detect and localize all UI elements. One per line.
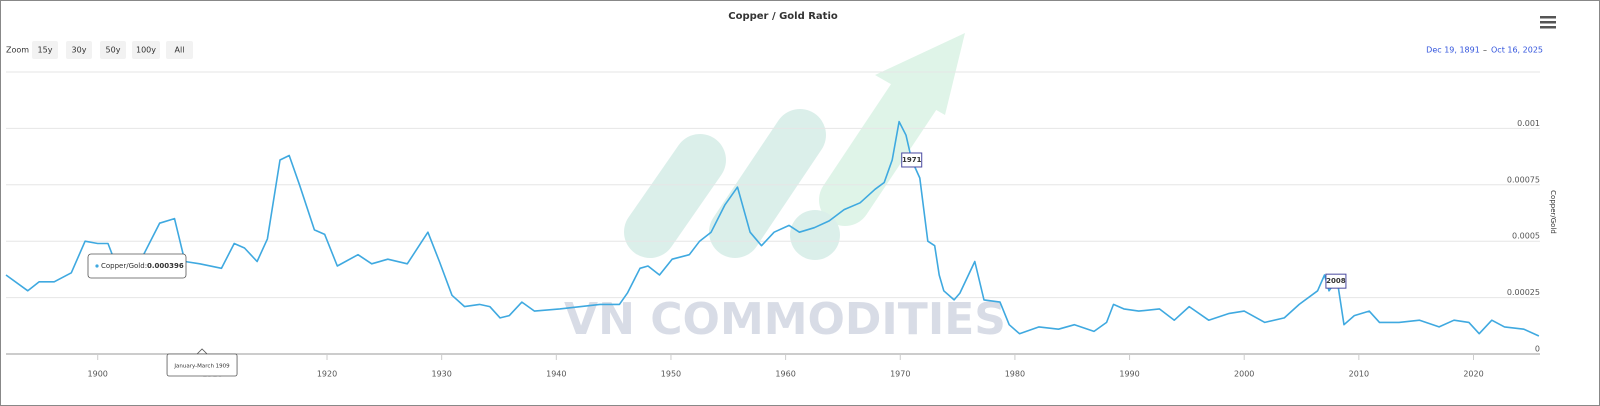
x-tick-label: 2020 [1463,370,1483,379]
range-separator: – [1483,46,1487,55]
tooltip-box [87,253,187,279]
zoom-label: Zoom [6,46,29,55]
flag-box [901,152,923,168]
zoom-button-bg [66,41,92,59]
zoom-button-label: 30y [72,46,87,55]
x-tick-label: 1980 [1005,370,1025,379]
y-tick-label: 0 [1535,345,1540,354]
range-to[interactable]: Oct 16, 2025 [1491,46,1543,55]
zoom-button[interactable]: 30y [66,41,92,59]
zoom-button-bg [166,41,193,59]
flag[interactable]: 1971 [901,152,923,168]
flag-label: 2008 [1326,277,1346,285]
flag-label: 1971 [902,156,922,164]
zoom-button[interactable]: 50y [100,41,126,59]
zoom-button-label: All [175,46,185,55]
tooltip-value: 0.000396 [147,262,184,270]
y-tick-label: 0.00025 [1507,288,1540,297]
x-tick-label: 1940 [546,370,566,379]
crosshair-label: January-March 1909 [166,348,238,377]
tooltip-bullet [95,264,99,268]
crosshair-text: January-March 1909 [173,364,230,370]
flag[interactable]: 2008 [1325,273,1347,289]
x-tick-label: 2010 [1349,370,1369,379]
zoom-button-bg [100,41,126,59]
tooltip: Copper/Gold: 0.000396 [87,253,187,279]
chart-title: Copper / Gold Ratio [728,11,838,22]
x-tick-label: 1970 [890,370,910,379]
tooltip-series: Copper/Gold: [101,262,147,270]
menu-button[interactable] [1540,16,1556,29]
x-tick-label: 1920 [317,370,337,379]
y-axis-title: Copper/Gold [1549,190,1557,234]
zoom-button-label: 15y [38,46,53,55]
x-tick-label: 2000 [1234,370,1254,379]
watermark-text: VN COMMODITIES [564,294,1006,345]
zoom-button-label: 100y [136,46,156,55]
zoom-button[interactable]: All [166,41,193,59]
zoom-button[interactable]: 100y [132,41,160,59]
zoom-button[interactable]: 15y [32,41,58,59]
y-tick-label: 0.001 [1517,119,1540,128]
zoom-button-bg [132,41,160,59]
zoom-button-bg [32,41,58,59]
series-line [5,120,1540,337]
y-tick-label: 0.00075 [1507,175,1540,184]
y-tick-label: 0.0005 [1512,232,1540,241]
x-tick-label: 1960 [775,370,795,379]
x-tick-label: 1950 [661,370,681,379]
range-from[interactable]: Dec 19, 1891 [1426,46,1480,55]
x-tick-label: 1930 [431,370,451,379]
x-tick-label: 1900 [88,370,108,379]
crosshair-box [166,353,238,377]
zoom-button-label: 50y [106,46,121,55]
flag-box [1325,273,1347,289]
x-tick-label: 1990 [1119,370,1139,379]
